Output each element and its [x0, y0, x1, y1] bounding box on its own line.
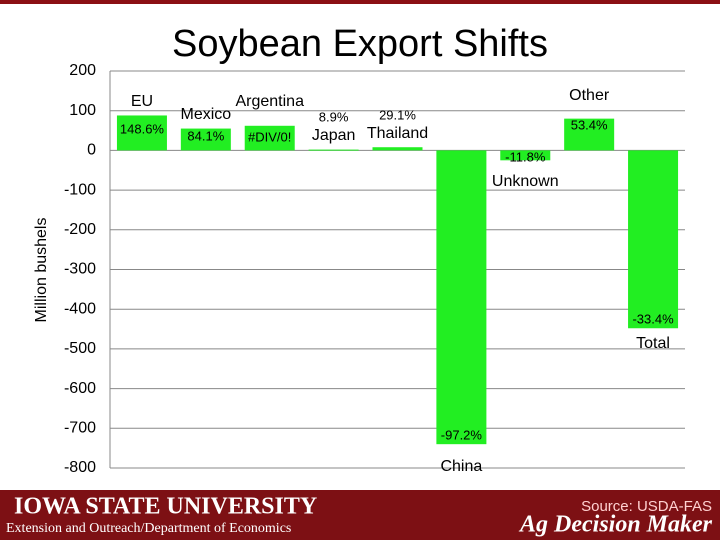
category-label: China [440, 458, 482, 475]
percent-label: 84.1% [187, 128, 224, 143]
brand: Ag Decision Maker [518, 512, 713, 538]
y-tick-label: -100 [64, 181, 96, 198]
y-axis-label: Million bushels [33, 218, 50, 323]
bar [372, 147, 423, 151]
category-label: Japan [312, 127, 356, 144]
bar [500, 150, 551, 161]
y-tick-label: -200 [64, 221, 96, 238]
category-label: Thailand [367, 125, 428, 142]
bar [116, 115, 167, 151]
bar [564, 118, 615, 151]
bar [180, 128, 231, 151]
y-tick-label: -800 [64, 459, 96, 476]
category-label: EU [131, 93, 153, 110]
percent-label: -33.4% [632, 311, 674, 326]
percent-label: 8.9% [319, 109, 349, 124]
category-label: Total [636, 335, 670, 352]
source: Source: USDA-FAS [581, 498, 712, 515]
department: Extension and Outreach/Department of Eco… [6, 521, 291, 536]
y-tick-label: -600 [64, 380, 96, 397]
y-tick-label: 100 [69, 102, 96, 119]
category-label: Other [569, 87, 610, 104]
y-tick-label: -400 [64, 300, 96, 317]
top-bar [0, 0, 720, 4]
footer-band [0, 490, 720, 540]
category-label: Mexico [180, 106, 231, 123]
percent-label: -11.8% [505, 149, 546, 164]
y-tick-label: 0 [87, 142, 96, 159]
percent-label: 53.4% [571, 117, 608, 132]
y-tick-label: -300 [64, 261, 96, 278]
bar [244, 125, 295, 151]
chart-title: Soybean Export Shifts [172, 23, 548, 65]
percent-label: 29.1% [379, 107, 416, 122]
y-tick-label: -700 [64, 420, 96, 437]
y-tick-label: -500 [64, 340, 96, 357]
university: Iowa State University [14, 494, 317, 520]
percent-label: -97.2% [441, 427, 483, 442]
bar [628, 150, 679, 329]
bar [436, 150, 487, 445]
bar [308, 149, 359, 151]
category-label: Unknown [492, 173, 559, 190]
percent-label: 148.6% [120, 121, 165, 136]
y-tick-label: 200 [69, 62, 96, 79]
category-label: Argentina [235, 93, 304, 110]
percent-label: #DIV/0! [248, 129, 291, 144]
